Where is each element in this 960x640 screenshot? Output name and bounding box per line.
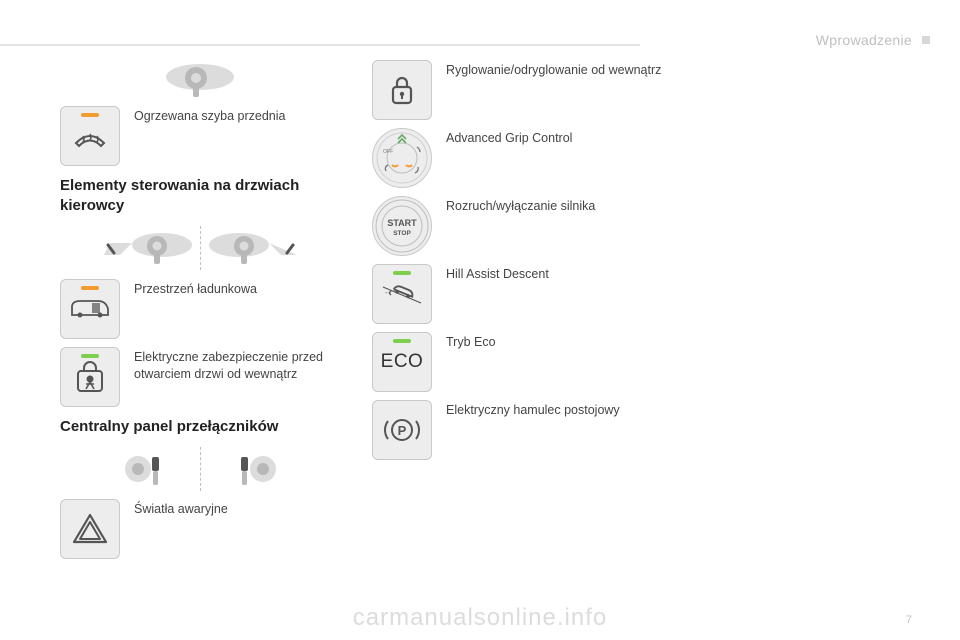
van-icon: [70, 297, 110, 321]
label-parking-brake: Elektryczny hamulec postojowy: [446, 400, 620, 419]
tile-hill-descent: -: [372, 264, 432, 324]
header-marker: [922, 36, 930, 44]
svg-text:STOP: STOP: [393, 230, 411, 237]
hero-wheel-pair-doors: [60, 225, 340, 271]
led-amber-icon: [81, 286, 99, 290]
led-green-icon: [393, 271, 411, 275]
button-start-stop: START STOP: [372, 196, 432, 256]
led-green-icon: [81, 354, 99, 358]
hazard-triangle-icon: [71, 512, 109, 546]
hero-wheel-pair-center: [60, 447, 340, 491]
svg-text:START: START: [387, 218, 417, 228]
label-lock-unlock: Ryglowanie/odryglowanie od wewnątrz: [446, 60, 661, 79]
steer-lever-left-icon: [108, 447, 198, 491]
start-stop-icon: START STOP: [374, 198, 430, 254]
row-eco-mode: ECO Tryb Eco: [372, 332, 672, 392]
title-center-panel: Centralny panel przełączników: [60, 417, 340, 437]
row-child-lock: Elektryczne zabezpieczenie przed otwarci…: [60, 347, 340, 407]
windshield-heat-icon: [73, 123, 107, 149]
tile-child-lock: [60, 347, 120, 407]
steering-wheel-icon: [158, 60, 242, 100]
label-grip-control: Advanced Grip Control: [446, 128, 572, 147]
row-parking-brake: P Elektryczny hamulec postojowy: [372, 400, 672, 460]
led-green-icon: [393, 339, 411, 343]
header-rule: [0, 44, 640, 46]
child-lock-icon: [75, 361, 105, 393]
hero-wheel-center: [60, 60, 340, 100]
label-heated-windshield: Ogrzewana szyba przednia: [134, 106, 285, 125]
row-lock-unlock: Ryglowanie/odryglowanie od wewnątrz: [372, 60, 672, 120]
parking-brake-icon: P: [382, 415, 422, 445]
car-front-right-icon: [203, 225, 299, 271]
svg-text:P: P: [398, 423, 407, 438]
padlock-icon: [389, 74, 415, 106]
hill-descent-icon: -: [381, 281, 423, 307]
row-hill-descent: - Hill Assist Descent: [372, 264, 672, 324]
label-hill-descent: Hill Assist Descent: [446, 264, 549, 283]
row-grip-control: OFF Advanced Grip Control: [372, 128, 672, 188]
label-child-lock: Elektryczne zabezpieczenie przed otwarci…: [134, 347, 340, 383]
dial-grip-control: OFF: [372, 128, 432, 188]
label-eco-mode: Tryb Eco: [446, 332, 496, 351]
row-cargo-space: Przestrzeń ładunkowa: [60, 279, 340, 339]
eco-text-icon: ECO: [381, 351, 424, 373]
dashed-divider: [200, 447, 201, 491]
row-start-stop: START STOP Rozruch/wyłączanie silnika: [372, 196, 672, 256]
car-front-left-icon: [102, 225, 198, 271]
tile-heated-windshield: [60, 106, 120, 166]
svg-text:-: -: [385, 288, 388, 297]
steer-lever-right-icon: [203, 447, 293, 491]
manual-page: Wprowadzenie: [0, 0, 960, 640]
watermark: carmanualsonline.info: [0, 604, 960, 632]
label-cargo-space: Przestrzeń ładunkowa: [134, 279, 257, 298]
svg-text:OFF: OFF: [383, 149, 393, 155]
page-number: 7: [906, 614, 912, 626]
row-heated-windshield: Ogrzewana szyba przednia: [60, 106, 340, 166]
tile-hazard-lights: [60, 499, 120, 559]
section-name: Wprowadzenie: [816, 32, 912, 48]
tile-parking-brake: P: [372, 400, 432, 460]
label-hazard-lights: Światła awaryjne: [134, 499, 228, 518]
title-driver-door: Elementy sterowania na drzwiach kierowcy: [60, 176, 340, 215]
tile-cargo-space: [60, 279, 120, 339]
tile-eco-mode: ECO: [372, 332, 432, 392]
content-columns: Ogrzewana szyba przednia Elementy sterow…: [60, 60, 912, 567]
tile-lock-unlock: [372, 60, 432, 120]
led-amber-icon: [81, 113, 99, 117]
right-column: Ryglowanie/odryglowanie od wewnątrz OFF: [372, 60, 672, 567]
left-column: Ogrzewana szyba przednia Elementy sterow…: [60, 60, 340, 567]
grip-dial-icon: OFF: [375, 131, 429, 185]
row-hazard-lights: Światła awaryjne: [60, 499, 340, 559]
dashed-divider: [200, 226, 201, 270]
label-start-stop: Rozruch/wyłączanie silnika: [446, 196, 595, 215]
